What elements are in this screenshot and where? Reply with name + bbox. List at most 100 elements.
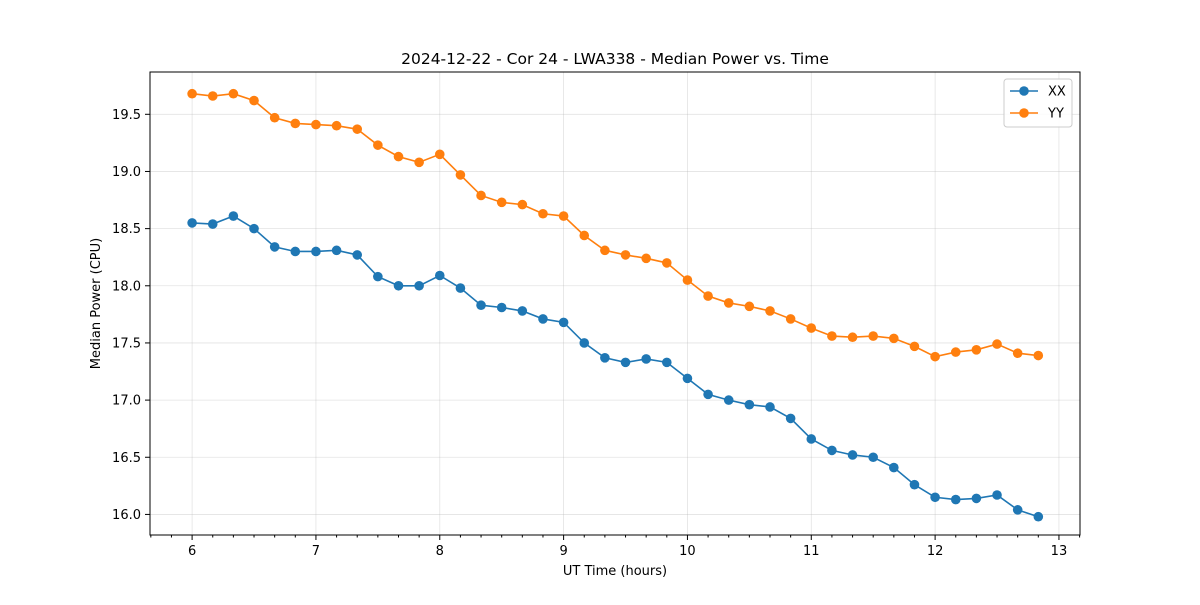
data-point-yy	[723, 298, 734, 308]
series-line-xx	[192, 215, 1039, 518]
data-point-xx	[889, 462, 899, 473]
y-tick-label: 17.0	[112, 394, 141, 409]
legend: XX YY	[1003, 78, 1073, 128]
data-point-yy	[1012, 348, 1023, 359]
y-tick-label: 16.0	[112, 508, 141, 523]
legend-swatch-marker	[1019, 108, 1029, 118]
data-point-yy	[868, 331, 878, 341]
data-point-xx	[434, 270, 445, 281]
data-point-yy	[393, 151, 404, 162]
data-point-xx	[868, 452, 878, 463]
data-point-yy	[641, 253, 651, 264]
data-point-yy	[311, 119, 321, 130]
data-point-yy	[558, 211, 569, 221]
data-point-xx	[558, 317, 569, 328]
y-tick-label: 18.0	[112, 279, 141, 294]
data-point-yy	[620, 250, 631, 260]
x-tick-label: 12	[927, 544, 944, 559]
data-point-xx	[414, 280, 424, 291]
data-point-yy	[496, 197, 507, 208]
data-point-xx	[269, 242, 280, 252]
data-point-yy	[806, 323, 817, 333]
y-tick-label: 16.5	[112, 451, 141, 466]
data-point-xx	[682, 373, 693, 384]
x-tick-label: 13	[1051, 544, 1068, 559]
data-point-yy	[228, 88, 239, 99]
data-point-xx	[662, 357, 672, 368]
data-point-yy	[352, 124, 363, 134]
data-point-yy	[517, 199, 528, 210]
data-point-yy	[847, 332, 858, 343]
data-point-xx	[538, 314, 548, 324]
data-point-xx	[496, 302, 507, 313]
data-point-xx	[971, 493, 982, 504]
data-point-xx	[517, 306, 528, 316]
x-tick-label: 8	[436, 544, 444, 559]
legend-label: XX	[1048, 85, 1066, 100]
legend-item-yy: YY	[1010, 107, 1064, 122]
y-tick-label: 19.5	[112, 108, 141, 123]
x-axis-label: UT Time (hours)	[563, 564, 667, 579]
data-point-yy	[538, 208, 548, 219]
legend-item-xx: XX	[1010, 85, 1066, 100]
data-point-yy	[331, 120, 342, 131]
data-point-yy	[889, 333, 899, 344]
data-point-yy	[785, 314, 796, 324]
data-point-yy	[765, 306, 775, 316]
data-point-xx	[352, 250, 363, 260]
data-point-yy	[744, 301, 755, 312]
data-point-xx	[579, 338, 590, 348]
data-point-xx	[806, 434, 817, 444]
data-point-yy	[1033, 350, 1044, 361]
data-point-yy	[950, 347, 961, 357]
data-point-xx	[847, 450, 858, 460]
series-layer	[187, 88, 1044, 522]
series-yy	[187, 88, 1044, 362]
data-point-xx	[228, 211, 239, 221]
y-tick-label: 19.0	[112, 165, 141, 180]
data-point-xx	[187, 218, 197, 228]
series-line-yy	[192, 92, 1039, 358]
tick-layer: 6 7 8 9 10 11 12 13 16.0 16.5 17.0 17.5 18.0 18.5 19.0…	[112, 108, 1081, 559]
x-tick-label: 11	[803, 544, 820, 559]
y-axis-label: Median Power (CPU)	[89, 238, 104, 369]
data-point-xx	[393, 280, 404, 291]
data-point-yy	[930, 351, 940, 362]
legend-swatch-marker	[1019, 86, 1029, 96]
data-point-xx	[827, 445, 837, 456]
data-point-xx	[992, 490, 1002, 500]
data-point-yy	[992, 339, 1002, 349]
legend-items: XX YY	[1010, 85, 1066, 122]
data-point-xx	[744, 399, 755, 410]
data-point-xx	[950, 494, 961, 505]
data-point-xx	[455, 283, 466, 293]
data-point-xx	[641, 354, 651, 364]
x-tick-label: 6	[188, 544, 196, 559]
data-point-yy	[600, 245, 610, 256]
data-point-xx	[620, 357, 631, 368]
data-point-xx	[311, 246, 321, 257]
data-point-yy	[187, 88, 197, 99]
data-point-yy	[703, 291, 713, 301]
data-point-yy	[373, 140, 383, 150]
series-xx	[187, 211, 1044, 522]
legend-label: YY	[1047, 107, 1064, 122]
x-tick-label: 10	[679, 544, 696, 559]
data-point-yy	[682, 275, 693, 285]
grid-layer	[150, 72, 1080, 535]
data-point-yy	[827, 331, 837, 341]
data-point-xx	[290, 246, 301, 257]
plot-area-frame	[149, 71, 1081, 536]
data-point-xx	[703, 389, 713, 400]
data-point-yy	[662, 258, 672, 268]
data-point-xx	[207, 219, 218, 229]
data-point-xx	[600, 353, 610, 363]
data-point-yy	[909, 341, 920, 352]
data-point-xx	[765, 402, 775, 412]
y-tick-label: 17.5	[112, 336, 141, 351]
data-point-yy	[269, 112, 280, 123]
x-tick-label: 7	[312, 544, 320, 559]
data-point-yy	[579, 230, 590, 241]
